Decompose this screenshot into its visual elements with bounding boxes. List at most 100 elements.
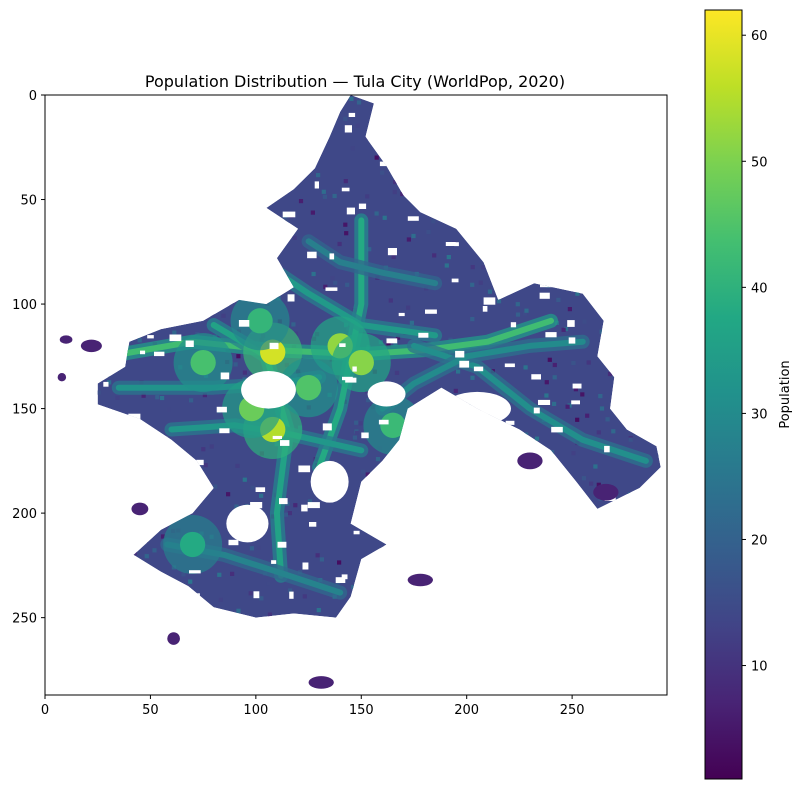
cell bbox=[478, 280, 483, 285]
cell bbox=[582, 319, 587, 324]
cell bbox=[411, 233, 416, 239]
cell bbox=[524, 308, 529, 313]
cell bbox=[388, 298, 393, 303]
cell bbox=[266, 581, 271, 586]
nodata-cell bbox=[533, 407, 540, 414]
cell bbox=[406, 305, 411, 310]
nodata-cell bbox=[272, 435, 282, 439]
cell bbox=[496, 299, 502, 304]
nodata-cell bbox=[379, 161, 389, 167]
cell bbox=[293, 503, 298, 508]
colorbar: 10 20 30 40 50 60 bbox=[704, 9, 768, 780]
cell bbox=[218, 597, 223, 602]
nodata-cell bbox=[307, 251, 317, 259]
nodata-cell bbox=[425, 309, 437, 314]
cell bbox=[400, 191, 405, 197]
cell bbox=[544, 380, 549, 385]
cell bbox=[355, 123, 360, 128]
hotspot bbox=[179, 531, 206, 558]
nodata-cell bbox=[220, 372, 230, 380]
cell bbox=[350, 146, 355, 151]
y-tick-label: 50 bbox=[20, 194, 37, 209]
nodata-cell bbox=[309, 522, 317, 527]
x-tick-label: 50 bbox=[142, 703, 159, 718]
nodata-cell bbox=[455, 350, 465, 358]
cell bbox=[585, 413, 590, 418]
cell bbox=[374, 211, 379, 216]
empty-area bbox=[226, 504, 269, 543]
cell bbox=[552, 375, 557, 380]
nodata-cell bbox=[216, 406, 227, 413]
cell bbox=[152, 548, 157, 553]
cell bbox=[166, 407, 171, 412]
colorbar-tick-label: 10 bbox=[751, 660, 768, 675]
empty-area bbox=[310, 460, 349, 503]
cell bbox=[431, 219, 436, 224]
cell bbox=[235, 463, 240, 468]
nodata-cell bbox=[270, 375, 281, 383]
cell bbox=[571, 360, 576, 366]
cell bbox=[293, 331, 299, 336]
cell bbox=[628, 437, 633, 442]
cell bbox=[236, 354, 241, 359]
cell bbox=[444, 263, 449, 268]
cell bbox=[319, 557, 324, 562]
nodata-cell bbox=[147, 335, 154, 339]
nodata-cell bbox=[314, 181, 319, 189]
nodata-cell bbox=[219, 428, 230, 434]
nodata-cell bbox=[238, 320, 250, 327]
nodata-cell bbox=[335, 577, 346, 583]
cell bbox=[160, 395, 165, 401]
nodata-cell bbox=[277, 541, 287, 548]
cell bbox=[561, 327, 566, 332]
cell bbox=[580, 392, 585, 397]
cell bbox=[598, 394, 603, 399]
cell bbox=[382, 215, 387, 220]
cell bbox=[567, 307, 572, 312]
nodata-cell bbox=[128, 413, 141, 420]
nodata-cell bbox=[329, 253, 335, 260]
nodata-cell bbox=[301, 504, 308, 512]
nodata-cell bbox=[298, 465, 311, 473]
hotspot bbox=[247, 308, 273, 334]
nodata-cell bbox=[250, 502, 263, 509]
y-tick-label: 150 bbox=[12, 403, 37, 418]
cell bbox=[256, 545, 261, 550]
nodata-cell bbox=[279, 498, 288, 505]
x-tick-label: 0 bbox=[41, 703, 49, 718]
urban-area bbox=[97, 95, 661, 618]
y-tick-label: 250 bbox=[12, 612, 37, 627]
cell bbox=[171, 565, 176, 570]
hotspot bbox=[380, 412, 406, 438]
cell bbox=[315, 553, 320, 558]
outlying-patch bbox=[593, 483, 619, 501]
nodata-cell bbox=[352, 366, 357, 372]
cell bbox=[394, 370, 400, 375]
cell bbox=[267, 612, 272, 617]
cell bbox=[552, 401, 557, 406]
cell bbox=[571, 451, 576, 456]
nodata-cell bbox=[345, 377, 357, 383]
cell bbox=[573, 387, 578, 392]
colorbar-gradient bbox=[704, 9, 743, 780]
hotspot bbox=[295, 375, 322, 401]
y-tick-label: 200 bbox=[12, 507, 37, 522]
cell bbox=[523, 365, 528, 370]
nodata-cell bbox=[378, 419, 389, 425]
nodata-cell bbox=[280, 440, 290, 446]
cell bbox=[593, 464, 598, 469]
cell bbox=[409, 320, 414, 325]
cell bbox=[470, 282, 475, 287]
x-tick-label: 100 bbox=[243, 703, 268, 718]
cell bbox=[392, 190, 397, 195]
cell bbox=[534, 436, 540, 441]
cell bbox=[307, 499, 313, 504]
cell bbox=[337, 560, 342, 565]
nodata-cell bbox=[196, 459, 204, 466]
cell bbox=[352, 435, 357, 440]
cell bbox=[470, 265, 475, 270]
nodata-cell bbox=[169, 334, 182, 342]
cell bbox=[330, 275, 335, 281]
nodata-cell bbox=[154, 351, 165, 357]
